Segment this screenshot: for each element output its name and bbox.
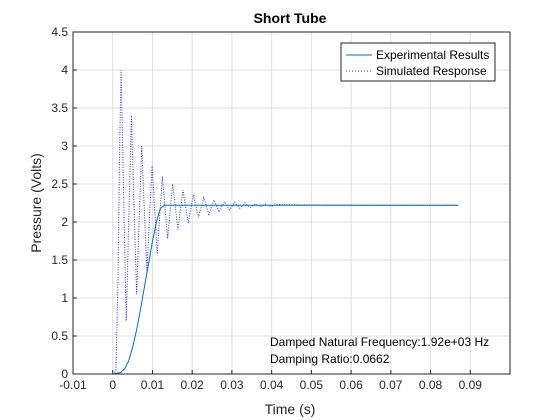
x-tick-label: 0.04: [260, 378, 284, 392]
y-tick-label: 3.5: [51, 101, 68, 115]
y-axis-label: Pressure (Volts): [28, 153, 44, 253]
x-tick-label: 0: [109, 378, 116, 392]
x-tick-label: 0.05: [300, 378, 324, 392]
y-tick-label: 4: [61, 63, 68, 77]
x-tick-label: 0.08: [419, 378, 443, 392]
legend: Experimental Results Simulated Response: [340, 42, 496, 82]
x-tick-label: 0.07: [379, 378, 403, 392]
annotation-natural-frequency: Damped Natural Frequency:1.92e+03 Hz: [270, 335, 489, 349]
y-tick-label: 0: [61, 367, 68, 381]
axes: -0.01 0 0.01 0.02 0.03 0.04 0.05 0.06 0.07 0.08 0.…: [51, 25, 511, 392]
x-tick-label: 0.02: [181, 378, 205, 392]
y-tick-label: 2: [61, 215, 68, 229]
legend-label-experimental: Experimental Results: [376, 48, 489, 62]
y-tick-label: 2.5: [51, 177, 68, 191]
x-tick-label: -0.01: [59, 378, 87, 392]
y-tick-label: 4.5: [51, 25, 68, 39]
axes-box: [72, 31, 511, 375]
x-tick-label: 0.01: [141, 378, 165, 392]
series-experimental-line: [73, 204, 459, 375]
y-tick-label: 1: [61, 291, 68, 305]
plot-background: [73, 32, 510, 374]
x-axis-label: Time (s): [265, 401, 316, 417]
y-tick-label: 1.5: [51, 253, 68, 267]
annotation-damping-ratio: Damping Ratio:0.0662: [270, 352, 390, 366]
x-tick-label: 0.06: [339, 378, 363, 392]
series-simulated-line: [73, 69, 459, 375]
y-tick-label: 3: [61, 139, 68, 153]
x-tick-label: 0.03: [220, 378, 244, 392]
y-tick-label: 0.5: [51, 329, 68, 343]
legend-label-simulated: Simulated Response: [376, 64, 487, 78]
plot-area: [73, 69, 459, 375]
chart-title: Short Tube: [254, 10, 327, 26]
x-tick-label: 0.09: [459, 378, 483, 392]
legend-box: [340, 42, 496, 82]
grid: [72, 31, 510, 375]
